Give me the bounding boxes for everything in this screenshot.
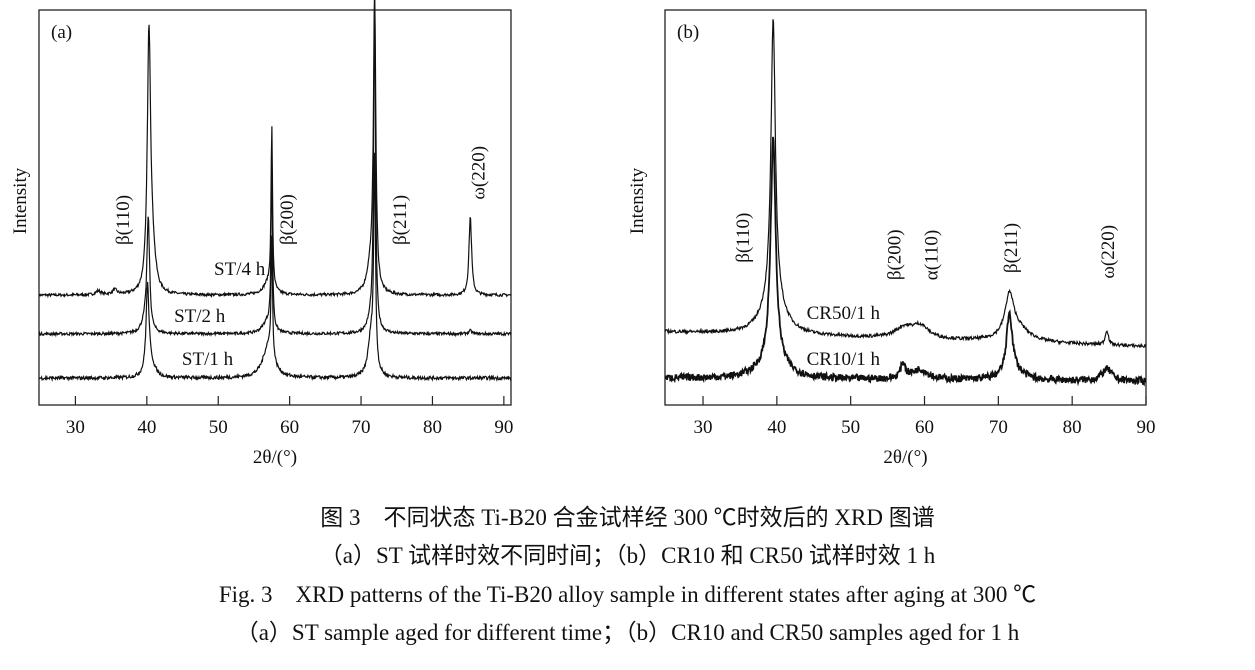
x-tick-label: 50 <box>841 417 860 438</box>
x-axis-label: 2θ/(°) <box>253 447 297 468</box>
caption-en-subtitle: （a）ST sample aged for different time；（b）… <box>235 620 1020 645</box>
peak-label: β(110) <box>733 213 754 263</box>
series-label: CR50/1 h <box>807 303 881 324</box>
peak-label: β(211) <box>1001 223 1022 273</box>
panel-a: 30 40 50 60 70 80 90 2θ/(°) Intensity (a) ST/4 h ST… <box>10 0 513 468</box>
plot-frame <box>38 9 512 406</box>
x-tick-label: 40 <box>767 417 786 438</box>
peak-label: β(110) <box>113 195 134 245</box>
y-axis-label: Intensity <box>10 167 31 234</box>
x-tick-label: 70 <box>989 417 1008 438</box>
series-line-st-2-h <box>39 0 511 338</box>
caption-cn-title: 图 3 不同状态 Ti-B20 合金试样经 300 ℃时效后的 XRD 图谱 <box>320 505 935 530</box>
peak-label: ω(220) <box>1098 225 1119 279</box>
x-tick-label: 90 <box>494 417 513 438</box>
peak-label: β(211) <box>390 195 411 245</box>
peak-label: β(200) <box>277 194 298 245</box>
panel-label: (a) <box>51 22 72 43</box>
xrd-figure: 30 40 50 60 70 80 90 2θ/(°) Intensity (a) ST/4 h ST… <box>10 0 1156 468</box>
series-line-cr10-1-h <box>665 136 1146 387</box>
x-axis-label: 2θ/(°) <box>883 447 927 468</box>
peak-label: β(200) <box>885 229 906 280</box>
x-tick-label: 60 <box>915 417 934 438</box>
peak-label: ω(220) <box>468 146 489 200</box>
x-tick-label: 90 <box>1137 417 1156 438</box>
panel-b: 30 40 50 60 70 80 90 2θ/(°) Intensity (b) CR50/1 h… <box>627 9 1156 468</box>
series-label: ST/1 h <box>182 349 234 370</box>
series-line-st-1-h <box>39 152 511 383</box>
series-label: CR10/1 h <box>807 349 881 370</box>
x-tick-label: 70 <box>352 417 371 438</box>
series-line-cr50-1-h <box>665 19 1146 349</box>
peak-label: α(110) <box>921 230 942 280</box>
series-label: ST/2 h <box>174 306 226 327</box>
series-label: ST/4 h <box>214 259 266 280</box>
caption-en-title: Fig. 3 XRD patterns of the Ti-B20 alloy … <box>218 582 1037 607</box>
x-tick-label: 30 <box>694 417 713 438</box>
x-tick-label: 50 <box>209 417 228 438</box>
panel-label: (b) <box>677 22 699 43</box>
caption-cn-subtitle: （a）ST 试样时效不同时间；（b）CR10 和 CR50 试样时效 1 h <box>319 543 936 568</box>
series-line-st-4-h <box>39 0 511 299</box>
x-tick-label: 80 <box>1063 417 1082 438</box>
plot-frame <box>664 9 1147 406</box>
x-tick-label: 80 <box>423 417 442 438</box>
x-tick-label: 60 <box>280 417 299 438</box>
x-tick-label: 30 <box>66 417 85 438</box>
y-axis-label: Intensity <box>627 167 648 234</box>
x-tick-label: 40 <box>137 417 156 438</box>
